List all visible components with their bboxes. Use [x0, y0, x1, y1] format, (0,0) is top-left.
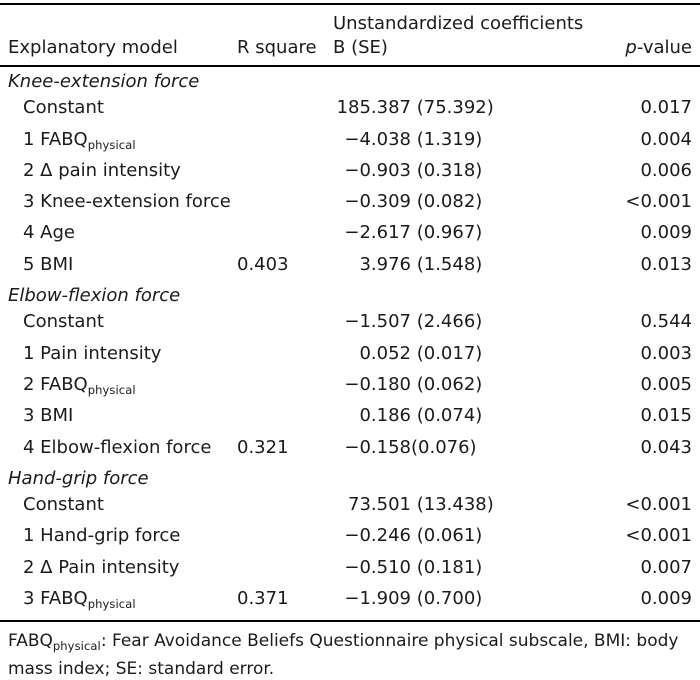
p-value: <0.001 [625, 494, 692, 516]
b-se-value: −0.510 (0.181) [344, 556, 483, 578]
subscript: physical [52, 639, 101, 654]
row-label: 2 Δ pain intensity [23, 159, 181, 181]
row-label: 1 Hand-grip force [23, 525, 181, 547]
row-label: 3 BMI [23, 405, 74, 427]
table-row: Constant 185.387 (75.392) 0.017 [8, 95, 692, 126]
p-value: 0.043 [640, 436, 692, 458]
row-label: 1 Pain intensity [23, 342, 162, 364]
subscript: physical [87, 382, 136, 397]
r-square-value: 0.403 [237, 253, 289, 275]
r-square-value: 0.371 [237, 588, 289, 610]
table-body: Knee-extension force Constant 185.387 (7… [0, 67, 700, 623]
table-row: Constant 73.501 (13.438) <0.001 [8, 492, 692, 523]
header-p-value: p-value [625, 37, 692, 58]
b-se-value: −0.903 (0.318) [344, 159, 483, 181]
row-label: 4 Elbow-flexion force [23, 436, 212, 458]
table-header: Unstandardized coefficients Explanatory … [0, 5, 700, 67]
table-row: 1 Hand-grip force −0.246 (0.061) <0.001 [8, 523, 692, 554]
table-row: Constant −1.507 (2.466) 0.544 [8, 309, 692, 340]
table-row: 3 FABQphysical 0.371 −1.909 (0.700) 0.00… [8, 586, 692, 617]
row-label: Constant [23, 97, 104, 119]
b-se-value: −4.038 (1.319) [344, 128, 483, 150]
table-footnote: FABQphysical: Fear Avoidance Beliefs Que… [8, 631, 679, 679]
row-label: Constant [23, 494, 104, 516]
subscript: physical [87, 597, 136, 612]
b-se-value: −0.246 (0.061) [344, 525, 483, 547]
header-group-unstandardized-coefficients: Unstandardized coefficients [333, 13, 584, 34]
table-row: 3 BMI 0.186 (0.074) 0.015 [8, 403, 692, 434]
table-row: 2 FABQphysical −0.180 (0.062) 0.005 [8, 372, 692, 403]
b-se-value: −0.158(0.076) [344, 436, 477, 458]
r-square-value: 0.321 [237, 436, 289, 458]
row-label: 3 FABQphysical [23, 588, 136, 612]
b-se-value: 73.501 (13.438) [348, 494, 494, 516]
p-value: <0.001 [625, 191, 692, 213]
p-value: <0.001 [625, 525, 692, 547]
table-row: 2 Δ pain intensity −0.903 (0.318) 0.006 [8, 158, 692, 189]
table-row: 3 Knee-extension force −0.309 (0.082) <0… [8, 189, 692, 220]
header-r-square: R square [237, 37, 317, 58]
row-label: Constant [23, 311, 104, 333]
p-value: 0.009 [640, 222, 692, 244]
section-title-knee-extension-force: Knee-extension force [8, 71, 200, 92]
p-value: 0.005 [640, 373, 692, 395]
table-row: 5 BMI 0.403 3.976 (1.548) 0.013 [8, 252, 692, 283]
b-se-value: 0.186 (0.074) [359, 405, 483, 427]
row-label: 3 Knee-extension force [23, 191, 231, 213]
subscript: physical [87, 137, 136, 152]
regression-table: Unstandardized coefficients Explanatory … [0, 3, 700, 680]
row-label: 5 BMI [23, 253, 74, 275]
b-se-value: −0.180 (0.062) [344, 373, 483, 395]
p-value: 0.015 [640, 405, 692, 427]
b-se-value: −2.617 (0.967) [344, 222, 483, 244]
table-row: 1 Pain intensity 0.052 (0.017) 0.003 [8, 341, 692, 372]
p-value: 0.004 [640, 128, 692, 150]
b-se-value: −1.909 (0.700) [344, 588, 483, 610]
table-row: 4 Age −2.617 (0.967) 0.009 [8, 220, 692, 251]
header-explanatory-model: Explanatory model [8, 37, 178, 58]
p-value: 0.007 [640, 556, 692, 578]
b-se-value: 185.387 (75.392) [336, 97, 494, 119]
footnote-abbrev: FABQ [8, 631, 53, 652]
p-value: 0.544 [640, 311, 692, 333]
b-se-value: 3.976 (1.548) [359, 253, 483, 275]
p-value: 0.003 [640, 342, 692, 364]
p-value: 0.017 [640, 97, 692, 119]
section-title-hand-grip-force: Hand-grip force [8, 467, 149, 489]
table-row: 2 Δ Pain intensity −0.510 (0.181) 0.007 [8, 555, 692, 586]
section-title-elbow-flexion-force: Elbow-flexion force [8, 285, 181, 307]
b-se-value: −0.309 (0.082) [344, 191, 483, 213]
row-label: 2 FABQphysical [23, 373, 136, 397]
p-value: 0.009 [640, 588, 692, 610]
b-se-value: −1.507 (2.466) [344, 311, 483, 333]
table-row: 1 FABQphysical −4.038 (1.319) 0.004 [8, 127, 692, 158]
p-value: 0.013 [640, 253, 692, 275]
p-value: 0.006 [640, 159, 692, 181]
b-se-value: 0.052 (0.017) [359, 342, 483, 364]
row-label: 2 Δ Pain intensity [23, 556, 180, 578]
row-label: 4 Age [23, 222, 75, 244]
header-b-se: B (SE) [333, 37, 388, 58]
row-label: 1 FABQphysical [23, 128, 136, 152]
table-row: 4 Elbow-flexion force 0.321 −0.158(0.076… [8, 435, 692, 466]
